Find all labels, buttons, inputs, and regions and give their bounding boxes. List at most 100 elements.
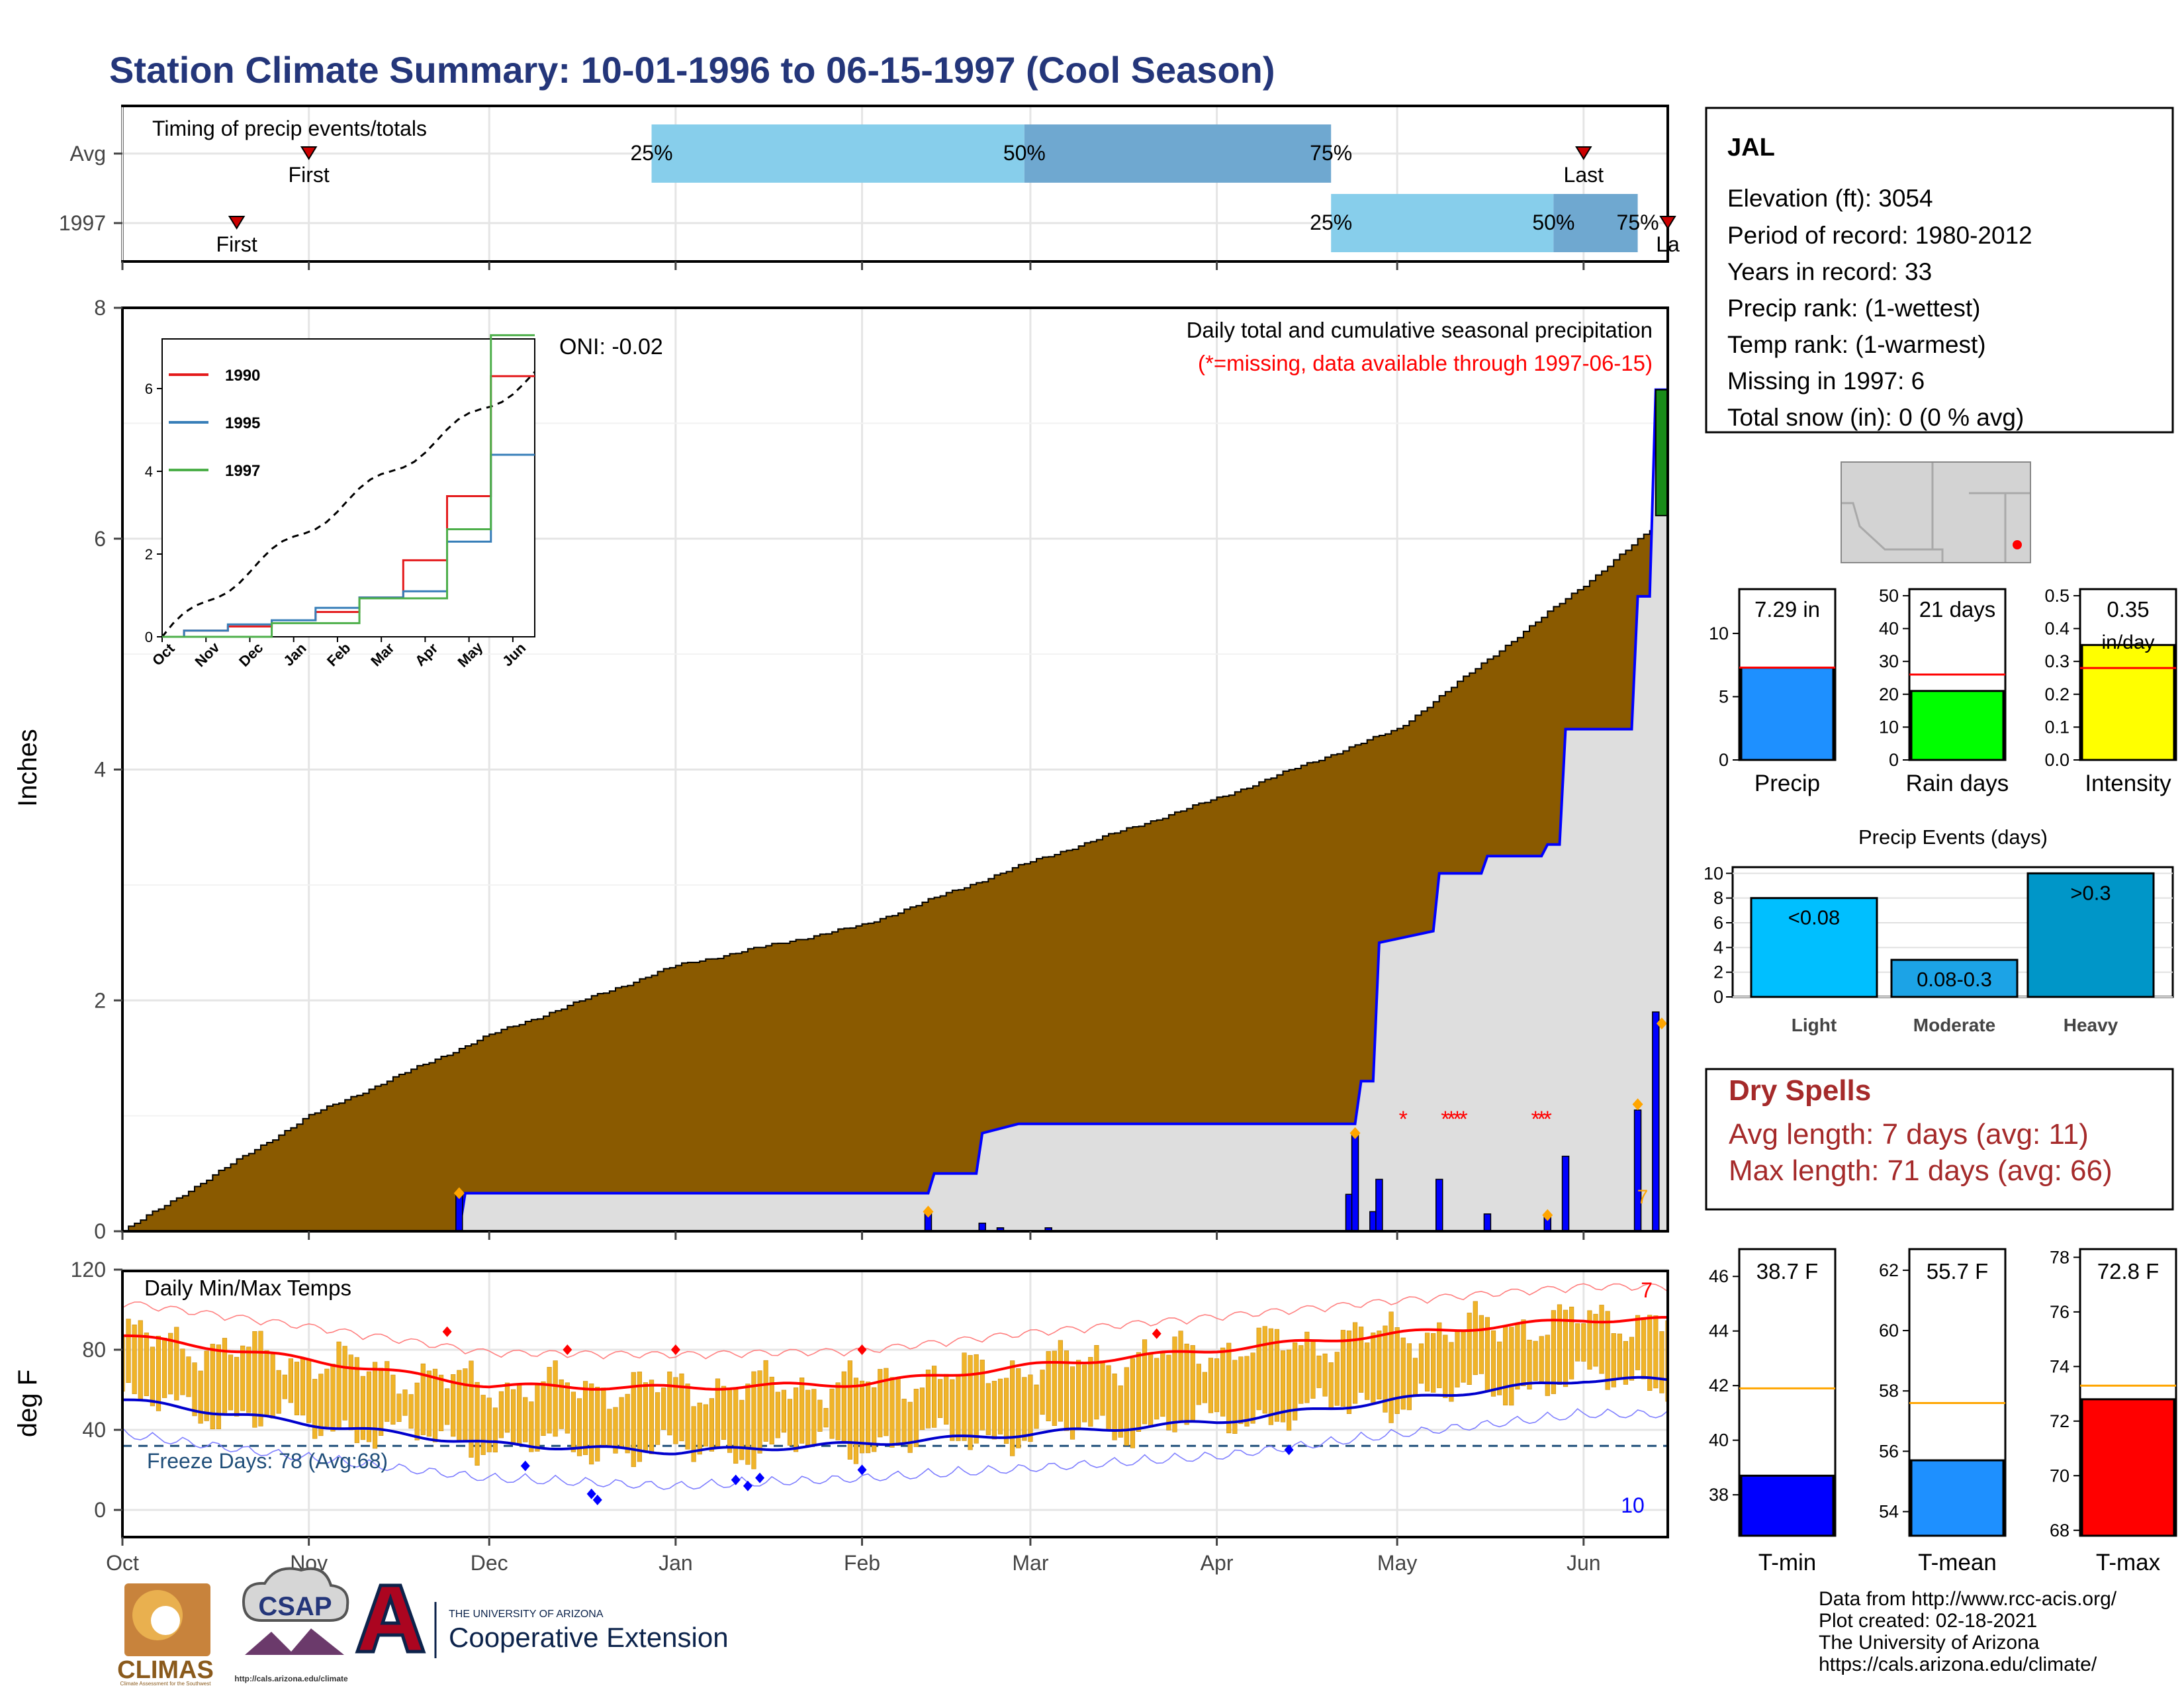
daily-temp-bar	[1431, 1333, 1436, 1393]
daily-temp-bar	[379, 1368, 384, 1436]
daily-temp-bar	[1232, 1360, 1238, 1434]
ua-name: THE UNIVERSITY OF ARIZONA	[449, 1609, 604, 1620]
university-of-arizona-logo[interactable]: THE UNIVERSITY OF ARIZONA Cooperative Ex…	[355, 1583, 729, 1658]
daily-temp-bar	[1100, 1360, 1105, 1416]
daily-temp-bar	[595, 1387, 600, 1462]
daily-temp-bar	[829, 1388, 835, 1439]
daily-temp-bar	[1467, 1313, 1472, 1385]
daily-temp-bar	[697, 1402, 702, 1455]
record-high-marker	[442, 1326, 452, 1337]
csap-logo[interactable]: CSAP http://cals.arizona.edu/climate	[234, 1567, 349, 1684]
climas-logo-text: CLIMAS	[117, 1656, 214, 1684]
daily-temp-bar	[161, 1337, 167, 1398]
temp-summary-tick-label: 60	[1879, 1321, 1899, 1340]
summary-value-bar	[2081, 643, 2175, 761]
daily-temp-bar	[258, 1331, 263, 1427]
first-event-label: First	[216, 232, 257, 256]
station-line: Missing in 1997: 6	[1727, 367, 1925, 395]
daily-temp-bar	[997, 1378, 1003, 1434]
daily-precip-bar	[1633, 1109, 1642, 1231]
oni-label: ONI: -0.02	[559, 334, 663, 359]
daily-temp-bar	[1371, 1333, 1376, 1403]
daily-temp-bar	[991, 1381, 997, 1440]
daily-temp-bar	[974, 1354, 979, 1444]
month-tick-label: Mar	[1012, 1551, 1048, 1575]
daily-temp-bar	[913, 1389, 919, 1447]
daily-temp-bar	[919, 1387, 925, 1430]
daily-temp-bar	[324, 1368, 330, 1427]
daily-temp-bar	[318, 1374, 324, 1436]
record-max-line	[122, 1283, 1668, 1360]
daily-temp-bar	[661, 1387, 666, 1430]
daily-temp-bar	[1647, 1315, 1653, 1391]
daily-temp-bar	[126, 1319, 131, 1383]
temp-y-tick-label: 80	[82, 1338, 106, 1362]
ua-cooperative-extension: Cooperative Extension	[449, 1622, 729, 1653]
daily-temp-bar	[504, 1382, 510, 1433]
daily-temp-bar	[1479, 1315, 1484, 1374]
inset-legend-label: 1990	[225, 367, 260, 385]
temp-summary-tick-label: 74	[2050, 1356, 2070, 1376]
daily-temp-bar	[649, 1380, 655, 1454]
daily-temp-bar	[222, 1338, 228, 1413]
daily-temp-bar	[576, 1398, 582, 1456]
summary-value-bar	[1910, 690, 2005, 761]
daily-temp-bar	[1214, 1358, 1220, 1413]
daily-temp-bar	[1653, 1315, 1659, 1389]
temp-summary-value-label: 72.8 F	[2097, 1259, 2160, 1284]
climas-logo[interactable]: CLIMAS Climate Assessment for the Southw…	[117, 1583, 214, 1687]
daily-temp-bar	[1184, 1343, 1189, 1425]
record-high-marker	[857, 1344, 867, 1355]
summary-tick-label: 0.4	[2044, 619, 2070, 639]
daily-temp-bar	[956, 1374, 961, 1441]
daily-temp-bar	[1449, 1342, 1454, 1402]
daily-temp-bar	[1509, 1327, 1514, 1406]
timing-percent-label: 75%	[1310, 141, 1352, 165]
precip-y-tick-label: 4	[94, 758, 106, 782]
summary-bar-label: Intensity	[2085, 771, 2171, 796]
daily-temp-bar	[1142, 1339, 1148, 1425]
daily-temp-bar	[306, 1359, 312, 1423]
temp-summary-tick-label: 38	[1709, 1485, 1729, 1505]
daily-temp-bar	[438, 1374, 444, 1431]
daily-temp-bar	[168, 1333, 173, 1395]
credits: Data from http://www.rcc-acis.org/ Plot …	[1819, 1588, 2117, 1675]
station-line: Temp rank: (1-warmest)	[1727, 331, 1986, 358]
timing-bar-25-50	[1331, 194, 1554, 252]
daily-temp-bar	[150, 1346, 156, 1407]
temp-y-tick-label: 120	[71, 1258, 106, 1282]
dry-spells-title: Dry Spells	[1729, 1074, 1871, 1107]
daily-temp-bar	[1359, 1327, 1364, 1393]
daily-temp-bar	[432, 1368, 438, 1442]
csap-logo-text: CSAP	[258, 1592, 332, 1621]
daily-temp-bar	[469, 1360, 474, 1458]
first-event-marker	[300, 146, 318, 160]
daily-temp-bar	[1136, 1352, 1142, 1432]
timing-panel: Timing of precip events/totals 25% 50% 75%…	[59, 105, 1680, 270]
daily-temp-bar	[763, 1360, 768, 1442]
daily-temp-bar	[498, 1391, 504, 1438]
daily-temp-bar	[1220, 1347, 1226, 1417]
daily-temp-bar	[1130, 1358, 1135, 1448]
month-tick-label: Jun	[1567, 1551, 1601, 1575]
csap-url: http://cals.arizona.edu/climate	[234, 1674, 348, 1683]
daily-temp-bar	[216, 1344, 221, 1429]
daily-temp-bar	[1154, 1358, 1160, 1420]
daily-precip-bar	[1375, 1178, 1383, 1231]
timing-bar-25-50	[651, 124, 1024, 183]
daily-temp-bar	[342, 1346, 347, 1421]
temp-summary-bar	[1740, 1474, 1835, 1537]
daily-temp-bar	[1208, 1358, 1214, 1413]
temp-y-tick-label: 0	[94, 1498, 106, 1522]
daily-temp-bar	[1503, 1326, 1508, 1406]
daily-temp-bar	[1287, 1349, 1292, 1431]
daily-temp-bar	[889, 1377, 895, 1448]
timing-title: Timing of precip events/totals	[152, 117, 427, 140]
dry-spells-avg: Avg length: 7 days (avg: 11)	[1729, 1118, 2089, 1150]
events-title: Precip Events (days)	[1858, 825, 2048, 849]
missing-data-marker: *	[1441, 1107, 1449, 1132]
record-high-marker	[670, 1344, 680, 1355]
record-high-marker	[563, 1344, 572, 1355]
daily-temp-bar	[570, 1391, 576, 1452]
precip-y-tick-label: 6	[94, 527, 106, 551]
